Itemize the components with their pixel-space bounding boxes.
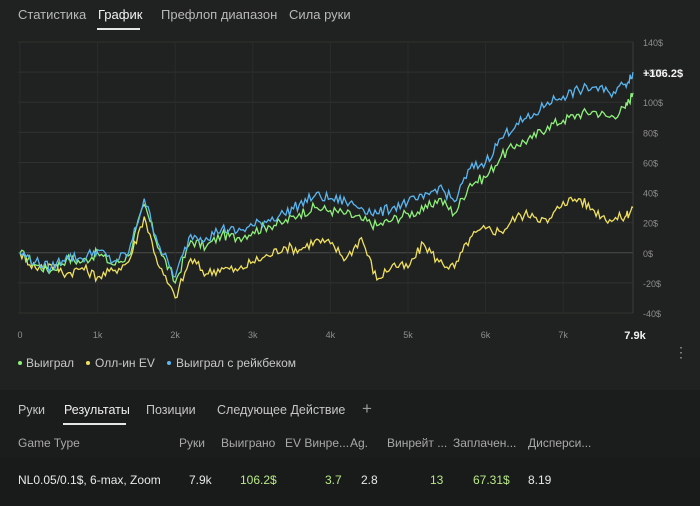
- y-tick-label: 140$: [643, 38, 663, 48]
- top-tabs: Статистика График Префлоп диапазон Сила …: [0, 0, 700, 30]
- legend-allin-label: Олл-ин EV: [95, 356, 155, 370]
- cell-variance: 8.19: [528, 473, 552, 487]
- col-won[interactable]: Выиграно: [221, 436, 276, 450]
- results-tab-underline: [63, 423, 126, 425]
- x-tick-label: 1k: [93, 330, 103, 340]
- end-value-label: +106.2$: [643, 68, 683, 80]
- y-tick-label: 120$: [643, 68, 663, 78]
- more-vertical-icon[interactable]: ⋮: [674, 344, 688, 360]
- tab-results[interactable]: Результаты: [64, 403, 130, 417]
- x-tick-label: 7k: [558, 330, 568, 340]
- tab-hands[interactable]: Руки: [18, 403, 46, 417]
- cell-won: 106.2$: [240, 473, 277, 487]
- tab-positions[interactable]: Позиции: [146, 403, 196, 417]
- x-tick-label: 5k: [403, 330, 413, 340]
- col-ev-winrate[interactable]: EV Винре...: [285, 436, 350, 450]
- cell-paid: 67.31$: [473, 473, 510, 487]
- y-tick-label: 100$: [643, 98, 663, 108]
- cell-game-type: NL0.05/0.1$, 6-max, Zoom: [18, 473, 161, 487]
- x-tick-label: 3k: [248, 330, 258, 340]
- profit-chart: 140$ 120$ 100$ 80$ 60$ 40$ 20$ 0$ -20$ -40$ 0 1k 2k 3…: [17, 38, 683, 342]
- tab-hand-strength[interactable]: Сила руки: [289, 7, 351, 22]
- x-tick-label: 6k: [481, 330, 491, 340]
- tab-preflop-range[interactable]: Префлоп диапазон: [161, 7, 278, 22]
- col-variance[interactable]: Дисперси...: [528, 436, 592, 450]
- cell-ev-winrate: 3.7: [325, 473, 342, 487]
- x-tick-label: 0: [17, 330, 22, 340]
- tab-next-action[interactable]: Следующее Действие: [217, 403, 346, 417]
- cell-aggression: 2.8: [361, 473, 378, 487]
- y-tick-label: 20$: [643, 219, 658, 229]
- legend-rakeback-label: Выиграл с рейкбеком: [176, 356, 297, 370]
- y-tick-label: -40$: [643, 309, 661, 319]
- col-aggression[interactable]: Ag.: [350, 436, 369, 450]
- legend-allin-dot: [86, 361, 90, 365]
- y-tick-label: -20$: [643, 279, 661, 289]
- results-panel: Руки Результаты Позиции Следующее Действ…: [0, 390, 700, 506]
- y-tick-label: 40$: [643, 189, 658, 199]
- table-row[interactable]: [0, 458, 700, 506]
- col-hands[interactable]: Руки: [179, 436, 205, 450]
- allin-ev-series-line: [19, 196, 634, 299]
- tab-statistics[interactable]: Статистика: [18, 7, 87, 22]
- y-tick-label: 80$: [643, 128, 658, 138]
- tab-graph[interactable]: График: [98, 7, 143, 22]
- x-tick-label: 4k: [326, 330, 336, 340]
- x-max-label: 7.9k: [624, 330, 646, 342]
- col-paid[interactable]: Заплачен...: [453, 436, 517, 450]
- y-tick-label: 0$: [643, 249, 653, 259]
- legend-won-label: Выиграл: [26, 356, 75, 370]
- won-rakeback-series-line: [19, 71, 634, 278]
- x-tick-label: 2k: [170, 330, 180, 340]
- legend-rakeback-dot: [167, 361, 171, 365]
- legend-won-dot: [18, 361, 22, 365]
- y-tick-label: 60$: [643, 158, 658, 168]
- won-series-line: [19, 92, 634, 285]
- col-game-type[interactable]: Game Type: [18, 436, 80, 450]
- col-winrate[interactable]: Винрейт ...: [387, 436, 448, 450]
- active-tab-underline: [97, 28, 140, 30]
- cell-hands: 7.9k: [189, 473, 212, 487]
- add-tab-icon[interactable]: +: [362, 399, 372, 418]
- cell-winrate: 13: [430, 473, 444, 487]
